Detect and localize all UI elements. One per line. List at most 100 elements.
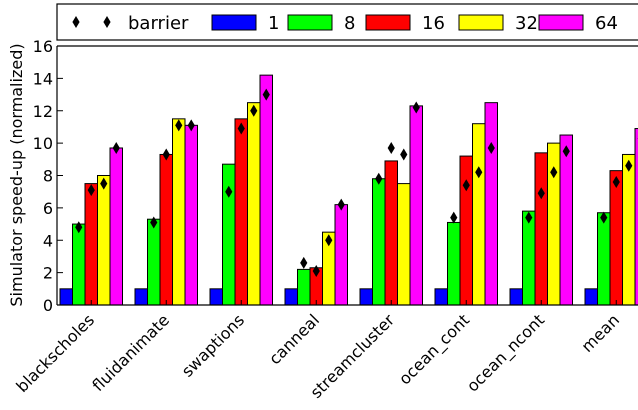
bar-blackscholes-16 <box>84 183 98 305</box>
bar-blackscholes-64 <box>109 147 123 305</box>
barrier-marker-streamcluster-32 <box>400 148 408 161</box>
legend-label-1: 1 <box>268 13 279 34</box>
barrier-marker-fluidanimate-64 <box>187 119 195 132</box>
bar-fluidanimate-16 <box>159 153 173 305</box>
bar-canneal-64 <box>334 204 348 305</box>
barrier-marker-ocean_ncont-16 <box>537 187 545 200</box>
bar-mean-32 <box>622 153 636 305</box>
bar-swaptions-8 <box>222 163 236 305</box>
x-tick-label-ocean_cont: ocean_cont <box>395 310 474 389</box>
barrier-marker-ocean_ncont-32 <box>550 166 558 179</box>
bar-swaptions-16 <box>234 118 248 305</box>
barrier-marker-swaptions-8 <box>225 185 233 198</box>
barrier-marker-ocean_cont-64 <box>487 141 495 154</box>
x-tick-label-ocean_ncont: ocean_ncont <box>463 310 549 396</box>
legend-label-64: 64 <box>595 13 618 34</box>
barrier-marker-streamcluster-8 <box>375 172 383 185</box>
barrier-marker-fluidanimate-8 <box>150 216 158 229</box>
x-tick-label-canneal: canneal <box>265 310 323 368</box>
bar-ocean_cont-64 <box>484 102 498 305</box>
barrier-marker-canneal-32 <box>325 234 333 247</box>
bar-ocean_cont-16 <box>459 155 473 305</box>
y-tick-label: 4 <box>43 231 53 250</box>
y-tick-label: 2 <box>43 264 53 283</box>
bar-streamcluster-1 <box>359 288 373 305</box>
x-tick-label-fluidanimate: fluidanimate <box>88 310 173 395</box>
barrier-marker-swaptions-64 <box>262 88 270 101</box>
bar-swaptions-32 <box>247 102 261 305</box>
bar-canneal-1 <box>284 288 298 305</box>
legend: barrier 1 8 16 32 64 <box>56 3 638 41</box>
barrier-marker-ocean_ncont-64 <box>562 145 570 158</box>
y-tick-label: 14 <box>33 69 53 88</box>
bar-blackscholes-1 <box>59 288 73 305</box>
bar-ocean_ncont-16 <box>534 152 548 305</box>
bars <box>59 74 638 305</box>
bar-ocean_cont-1 <box>434 288 448 305</box>
y-tick-label: 10 <box>33 134 53 153</box>
barrier-marker-mean-8 <box>600 211 608 224</box>
legend-barrier-marker <box>72 16 80 28</box>
barrier-marker-canneal-64 <box>337 198 345 211</box>
legend-swatch-32 <box>458 14 504 31</box>
bar-ocean_cont-32 <box>472 123 486 305</box>
barrier-marker-blackscholes-8 <box>75 221 83 234</box>
barrier-marker-swaptions-32 <box>250 104 258 117</box>
bar-blackscholes-8 <box>72 223 86 305</box>
bar-canneal-8 <box>297 268 311 305</box>
y-tick-label: 6 <box>43 199 53 218</box>
bar-fluidanimate-32 <box>172 118 186 305</box>
bar-fluidanimate-1 <box>134 288 148 305</box>
barrier-marker-canneal-16 <box>312 265 320 278</box>
bar-fluidanimate-64 <box>184 124 198 305</box>
barrier-marker-canneal-8 <box>300 256 308 269</box>
bar-blackscholes-32 <box>97 175 111 305</box>
y-axis: 0 2 4 6 8 10 12 14 16 <box>33 37 63 315</box>
x-tick-label-mean: mean <box>578 310 624 356</box>
y-tick-label: 12 <box>33 102 53 121</box>
bar-ocean_ncont-64 <box>559 134 573 305</box>
barrier-marker-blackscholes-16 <box>87 184 95 197</box>
legend-label-16: 16 <box>422 13 445 34</box>
x-tick-label-swaptions: swaptions <box>178 310 248 380</box>
bar-mean-8 <box>597 212 611 305</box>
barrier-marker-ocean_ncont-8 <box>525 211 533 224</box>
legend-label-barrier: barrier <box>128 13 189 34</box>
barrier-markers <box>75 88 638 278</box>
y-tick-label: 8 <box>43 167 53 186</box>
bar-mean-16 <box>609 170 623 305</box>
y-axis-label: Simulator speed-up (normalized) <box>7 43 26 306</box>
y-tick-label: 0 <box>43 296 53 315</box>
legend-swatch-64 <box>538 14 584 31</box>
legend-label-8: 8 <box>344 13 355 34</box>
legend-swatch-16 <box>365 14 411 31</box>
barrier-marker-blackscholes-32 <box>100 177 108 190</box>
barrier-marker-ocean_cont-32 <box>475 166 483 179</box>
barrier-marker-streamcluster-64 <box>412 101 420 114</box>
bar-streamcluster-8 <box>372 178 386 305</box>
bar-streamcluster-64 <box>409 105 423 305</box>
legend-label-32: 32 <box>515 13 538 34</box>
x-tick-label-blackscholes: blackscholes <box>12 310 98 396</box>
barrier-marker-ocean_cont-8 <box>450 211 458 224</box>
bar-streamcluster-16 <box>384 160 398 305</box>
barrier-marker-blackscholes-64 <box>112 141 120 154</box>
legend-swatch-1 <box>211 14 257 31</box>
bar-streamcluster-32 <box>397 183 411 305</box>
legend-swatch-8 <box>287 14 333 31</box>
bar-swaptions-1 <box>209 288 223 305</box>
barrier-marker-mean-32 <box>625 159 633 172</box>
bar-ocean_cont-8 <box>447 221 461 305</box>
barrier-marker-streamcluster-16 <box>387 141 395 154</box>
bar-mean-1 <box>584 288 598 305</box>
bar-mean-64 <box>634 128 638 305</box>
bar-ocean_ncont-8 <box>522 210 536 305</box>
y-tick-label: 16 <box>33 37 53 56</box>
bar-ocean_ncont-1 <box>509 288 523 305</box>
barrier-marker-ocean_cont-16 <box>462 179 470 192</box>
barrier-marker-swaptions-16 <box>237 122 245 135</box>
bar-fluidanimate-8 <box>147 218 161 305</box>
barrier-marker-fluidanimate-32 <box>175 119 183 132</box>
